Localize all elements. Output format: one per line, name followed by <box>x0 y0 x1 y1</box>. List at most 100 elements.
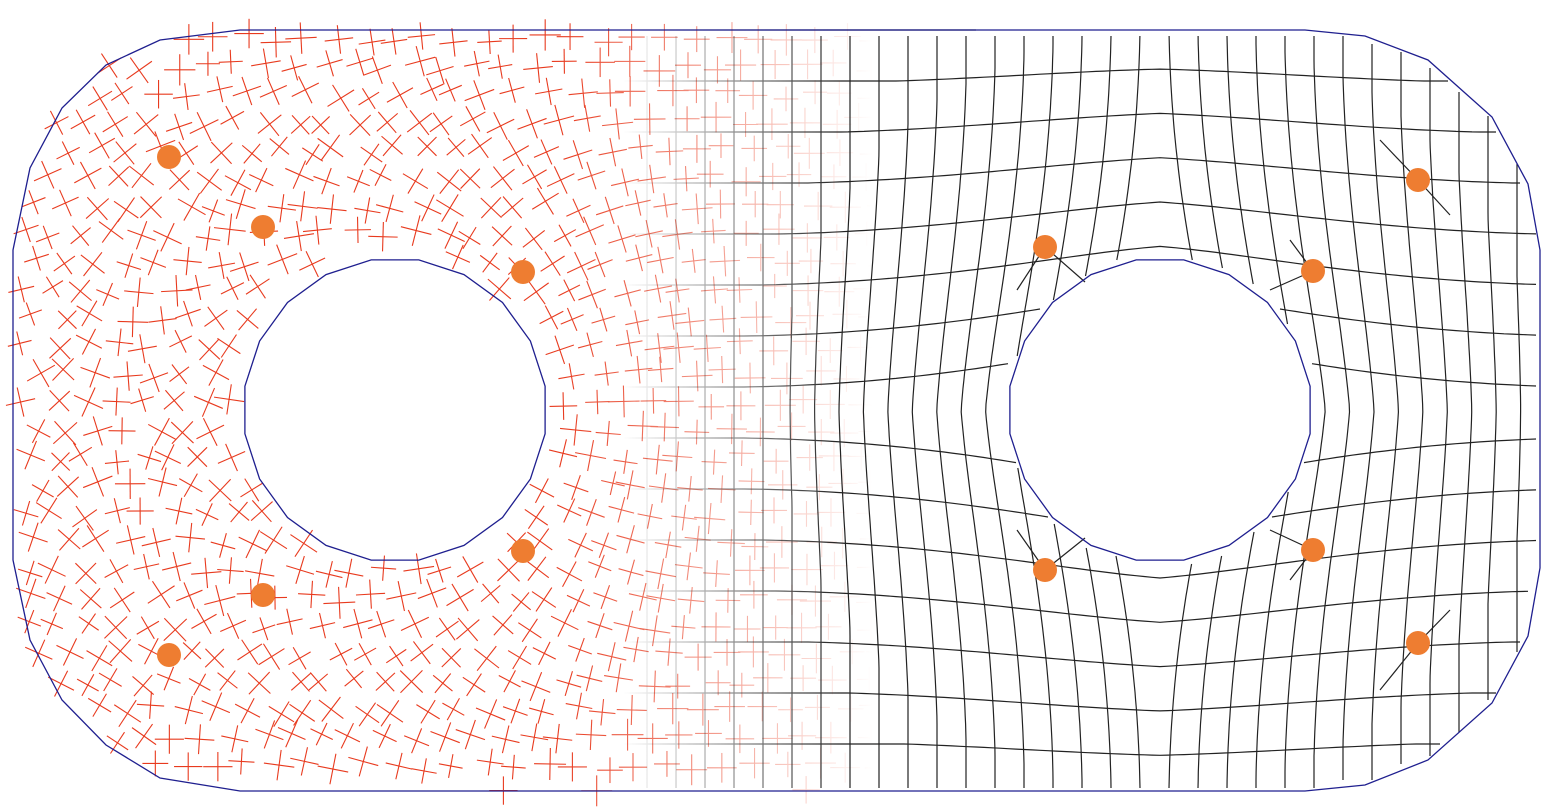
cross-glyph <box>655 137 684 166</box>
cross-glyph <box>133 111 159 137</box>
cross-glyph <box>195 51 220 76</box>
cross-glyph <box>542 723 573 754</box>
cross-glyph <box>458 226 481 249</box>
cross-glyph <box>83 416 113 446</box>
cross-glyph <box>501 196 524 219</box>
singularity-point <box>1406 631 1430 655</box>
cross-glyph <box>774 250 800 276</box>
cross-glyph <box>33 160 62 189</box>
cross-glyph <box>792 776 820 804</box>
singularity-point <box>511 539 535 563</box>
cross-glyph <box>130 388 154 412</box>
cross-glyph <box>540 251 565 276</box>
cross-glyph <box>355 702 380 727</box>
cross-glyph <box>417 578 447 608</box>
cross-glyph <box>437 221 465 249</box>
cross-glyph <box>139 196 163 219</box>
cross-glyph <box>48 390 71 412</box>
cross-glyph <box>760 497 788 524</box>
cross-glyph <box>105 328 134 357</box>
cross-glyph <box>176 582 203 609</box>
cross-glyph <box>124 277 154 307</box>
cross-glyph <box>213 384 245 415</box>
mesh-line-h <box>1279 308 1537 336</box>
cross-glyph <box>867 190 898 221</box>
cross-glyph <box>139 363 169 393</box>
cross-glyph <box>40 612 64 636</box>
cross-glyph <box>763 615 788 640</box>
cross-glyph <box>260 26 292 58</box>
cross-glyph <box>883 495 913 525</box>
cross-glyph <box>116 525 146 555</box>
cross-glyph <box>184 724 215 755</box>
singularity-point <box>511 260 535 284</box>
cross-glyph <box>96 53 122 78</box>
cross-glyph <box>568 78 598 108</box>
cross-glyph <box>623 636 649 663</box>
cross-glyph <box>681 360 713 392</box>
cross-glyph <box>817 338 843 363</box>
cross-glyph <box>82 525 109 553</box>
cross-glyph <box>316 50 343 77</box>
cross-glyph <box>327 84 355 112</box>
mesh-line-v <box>1284 36 1326 788</box>
cross-glyph <box>177 192 206 221</box>
mesh-line-h <box>560 437 1017 464</box>
cross-glyph <box>240 478 264 502</box>
cross-glyph <box>436 169 462 194</box>
cross-glyph <box>628 134 653 159</box>
cross-glyph <box>665 278 690 303</box>
cross-glyph <box>533 139 560 165</box>
cross-glyph <box>795 301 825 330</box>
cross-glyph <box>737 636 769 668</box>
cross-glyph <box>18 522 48 552</box>
cross-glyph <box>188 673 211 696</box>
cross-glyph <box>523 53 553 83</box>
mesh-line-v <box>1084 35 1112 277</box>
cross-glyph <box>673 166 699 192</box>
cross-glyph <box>827 80 852 106</box>
cross-glyph <box>228 501 250 523</box>
cross-glyph <box>884 614 913 643</box>
cross-glyph <box>104 498 130 524</box>
cross-glyph <box>154 444 182 471</box>
cross-glyph <box>363 56 392 84</box>
cross-glyph <box>725 724 755 754</box>
cross-glyph <box>132 674 155 697</box>
cross-glyph <box>597 757 623 784</box>
cross-glyph <box>182 641 202 661</box>
cross-glyph <box>778 697 803 723</box>
cross-glyph <box>614 45 646 77</box>
cross-glyph <box>684 643 712 671</box>
cross-glyph <box>507 645 532 670</box>
cross-glyph <box>318 696 344 722</box>
cross-glyph <box>886 142 913 168</box>
cross-field-region <box>5 18 927 807</box>
cross-glyph <box>838 696 864 722</box>
cross-glyph <box>588 698 616 726</box>
cross-glyph <box>26 419 51 444</box>
mesh-line-v <box>862 36 880 788</box>
mesh-line-v <box>1016 36 1054 357</box>
cross-glyph <box>217 443 246 472</box>
cross-glyph <box>662 441 693 472</box>
mesh-line-v <box>1226 35 1254 285</box>
cross-glyph <box>844 103 874 132</box>
cross-glyph <box>85 196 110 221</box>
cross-glyph <box>665 673 691 699</box>
cross-glyph <box>591 307 616 332</box>
cross-glyph <box>334 722 361 749</box>
singularity-point <box>1301 538 1325 562</box>
cross-glyph <box>894 699 920 725</box>
cross-glyph <box>657 692 689 725</box>
cross-glyph <box>616 695 647 725</box>
cross-glyph <box>114 468 146 499</box>
cross-glyph <box>191 608 217 635</box>
cross-glyph <box>96 282 120 307</box>
cross-glyph <box>169 329 193 353</box>
cross-glyph <box>367 610 395 638</box>
cross-glyph <box>323 586 356 619</box>
cross-glyph <box>806 355 837 386</box>
mesh-line-h <box>560 201 1537 235</box>
cross-glyph <box>498 670 521 693</box>
